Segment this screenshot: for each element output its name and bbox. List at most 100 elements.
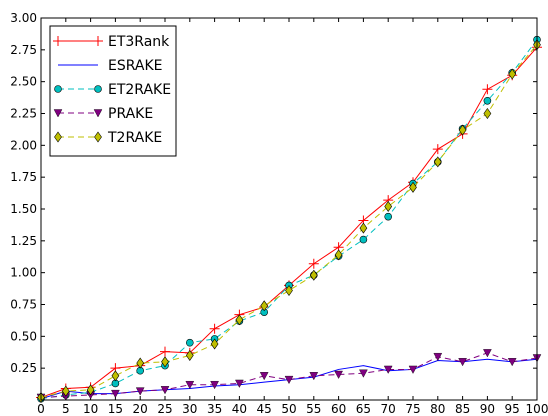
legend-label-prake: PRAKE xyxy=(108,106,153,122)
legend-entry-esrake: ESRAKE xyxy=(58,58,163,74)
x-tick-label: 5 xyxy=(62,402,70,416)
y-tick-label: 2.50 xyxy=(10,75,37,89)
data-point-t2rake xyxy=(458,124,467,136)
data-point-t2rake xyxy=(409,181,417,193)
data-point-t2rake xyxy=(433,156,442,168)
data-point-t2rake xyxy=(86,384,95,396)
series-prake xyxy=(36,349,542,402)
data-point-et3rank xyxy=(482,84,493,95)
x-tick-label: 0 xyxy=(37,402,45,416)
data-point-prake xyxy=(458,358,467,367)
data-point-t2rake xyxy=(61,385,70,397)
data-point-t2rake xyxy=(334,249,343,261)
y-tick-label: 0.50 xyxy=(10,329,37,343)
x-tick-label: 70 xyxy=(381,402,396,416)
legend-marker-prake xyxy=(53,109,63,118)
data-point-t2rake xyxy=(111,370,120,382)
legend-entry-prake: PRAKE xyxy=(53,106,153,122)
legend-entry-et3rank: ET3Rank xyxy=(53,34,170,50)
data-point-t2rake xyxy=(285,284,293,297)
x-tick-label: 60 xyxy=(331,402,346,416)
y-tick-label: 0.25 xyxy=(10,361,37,375)
data-point-prake xyxy=(135,387,145,396)
legend-label-esrake: ESRAKE xyxy=(108,58,163,74)
data-point-prake xyxy=(383,365,393,374)
data-point-t2rake xyxy=(483,107,492,120)
legend-label-et3rank: ET3Rank xyxy=(108,34,170,50)
legend-entry-t2rake: T2RAKE xyxy=(54,130,162,146)
data-point-t2rake xyxy=(260,300,269,312)
x-tick-label: 45 xyxy=(257,402,272,416)
data-point-t2rake xyxy=(136,357,145,369)
data-point-prake xyxy=(433,353,443,362)
data-point-prake xyxy=(408,365,418,374)
legend: ET3Rank ESRAKE ET2RAKE PRAKE T2RAKE xyxy=(49,25,177,157)
data-point-prake xyxy=(359,369,368,378)
x-tick-label: 35 xyxy=(207,402,222,416)
x-tick-label: 80 xyxy=(430,402,445,416)
y-tick-label: 2.25 xyxy=(10,107,37,121)
data-point-et2rake xyxy=(359,235,368,244)
data-point-t2rake xyxy=(508,68,517,80)
series-t2rake xyxy=(37,39,541,403)
y-tick-label: 1.00 xyxy=(10,266,37,280)
x-tick-label: 25 xyxy=(157,402,172,416)
legend-marker-et2rake xyxy=(94,85,102,93)
data-point-t2rake xyxy=(210,338,219,350)
x-tick-label: 40 xyxy=(232,402,247,416)
legend-marker-t2rake xyxy=(94,131,102,143)
legend-marker-t2rake xyxy=(54,131,62,143)
data-point-t2rake xyxy=(185,349,194,361)
y-tick-label: 1.25 xyxy=(10,234,37,248)
x-tick-label: 55 xyxy=(306,402,321,416)
y-tick-label: 1.75 xyxy=(10,170,37,184)
data-point-prake xyxy=(284,375,294,385)
plot-frame xyxy=(40,17,538,401)
legend-marker-et3rank xyxy=(53,36,63,46)
legend-marker-et2rake xyxy=(54,85,62,93)
data-point-et3rank xyxy=(209,323,220,334)
x-tick-label: 15 xyxy=(108,402,123,416)
data-point-prake xyxy=(259,372,269,381)
data-point-prake xyxy=(235,379,244,388)
legend-label-t2rake: T2RAKE xyxy=(107,130,162,146)
data-point-t2rake xyxy=(309,269,318,281)
data-point-prake xyxy=(309,372,319,381)
data-point-et3rank xyxy=(160,346,170,357)
data-point-t2rake xyxy=(359,222,368,234)
data-point-t2rake xyxy=(384,200,393,212)
data-point-prake xyxy=(334,370,343,379)
legend-marker-et3rank xyxy=(93,36,103,46)
data-point-et2rake xyxy=(483,96,492,105)
data-point-et3rank xyxy=(308,258,319,269)
x-tick-label: 30 xyxy=(182,402,197,416)
y-tick-label: 3.00 xyxy=(10,11,37,25)
y-tick-label: 0.75 xyxy=(10,298,37,312)
data-point-et2rake xyxy=(384,212,393,221)
x-tick-label: 10 xyxy=(83,402,98,416)
legend-label-et2rake: ET2RAKE xyxy=(108,82,171,98)
y-tick-label: 2.00 xyxy=(10,138,37,152)
data-point-prake xyxy=(507,358,517,367)
y-tick-label: 1.50 xyxy=(10,202,37,216)
data-point-prake xyxy=(111,389,120,399)
data-point-prake xyxy=(185,381,195,390)
x-tick-label: 50 xyxy=(281,402,296,416)
x-tick-label: 75 xyxy=(405,402,420,416)
x-tick-label: 100 xyxy=(526,402,548,416)
data-point-et3rank xyxy=(432,144,443,155)
data-point-prake xyxy=(210,381,219,390)
data-point-prake xyxy=(483,349,492,358)
data-point-et2rake xyxy=(186,338,194,347)
x-tick-label: 95 xyxy=(505,402,520,416)
data-point-prake xyxy=(160,386,170,395)
legend-marker-prake xyxy=(93,109,103,118)
x-tick-label: 20 xyxy=(133,402,148,416)
legend-box xyxy=(49,25,177,157)
data-point-t2rake xyxy=(235,314,244,326)
x-tick-label: 85 xyxy=(455,402,470,416)
series-line-t2rake xyxy=(40,44,538,398)
x-tick-label: 65 xyxy=(356,402,371,416)
x-tick-label: 90 xyxy=(480,402,495,416)
